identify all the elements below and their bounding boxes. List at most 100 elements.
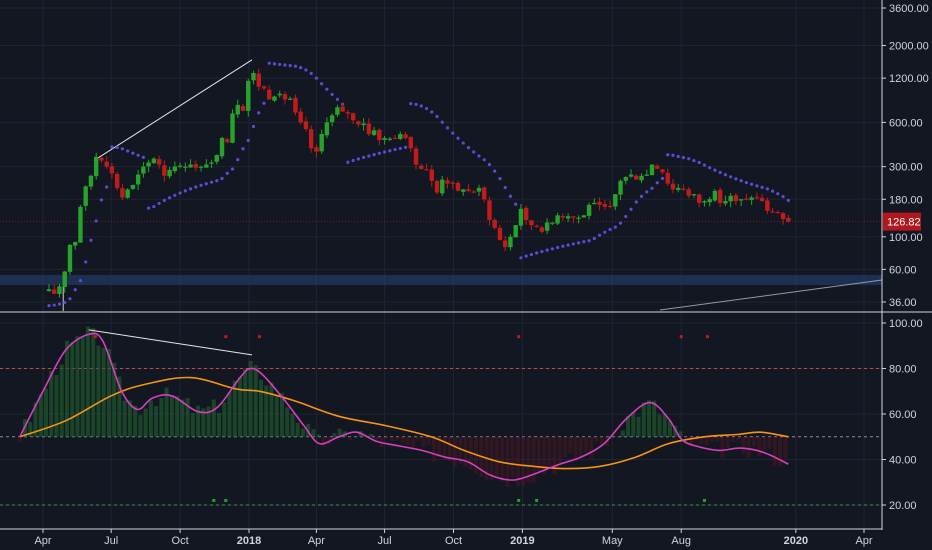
histogram-bar [133,405,138,437]
histogram-bar [332,433,337,437]
sar-dot [786,198,790,202]
histogram-bar [285,407,290,437]
candle-body [544,222,550,231]
sar-dot [136,153,140,157]
sar-dot [230,167,235,171]
sar-dot [692,159,696,163]
histogram-bar [757,436,762,457]
last-price-tag: 126.82 [883,212,921,231]
histogram-bar [290,413,295,437]
candle-body [93,156,99,177]
candle-body [644,174,649,176]
buy-marker [212,498,216,502]
histogram-bar [232,380,237,437]
sar-dot [629,207,633,211]
sar-dot [419,104,423,108]
indicator-histogram [17,326,788,487]
sar-dot [430,110,434,114]
sar-dot [603,230,607,234]
histogram-bar [38,394,43,437]
histogram-bar [164,387,169,437]
histogram-bar [201,408,206,437]
histogram-bar [751,436,756,447]
sar-dot [487,162,492,167]
histogram-bar [169,395,174,437]
candle-body [686,189,691,196]
candle-body [314,147,319,152]
sar-dot [288,64,292,68]
sar-dot [424,106,429,111]
candle-body [308,129,314,149]
histogram-bar [258,379,263,437]
candle-body [204,164,209,168]
candle-body [744,198,749,200]
histogram-bar [720,436,725,459]
histogram-bar [411,436,416,448]
sar-dot [209,180,214,184]
candle-body [602,204,608,207]
histogram-bar [610,435,615,437]
indicator-tick-label: 100.00 [889,318,923,330]
time-axis[interactable]: Apr Jul Oct 2018 Apr Jul Oct 2019 May Aug 2020 Apr [34,529,873,547]
candle-body [487,200,492,221]
candle-body [141,166,146,174]
sar-dot [503,185,507,190]
histogram-bar [704,436,709,446]
indicator-axis[interactable]: 100.00 80.00 60.00 40.00 20.00 [882,318,923,512]
candle-body [613,194,618,207]
sar-dot [152,205,156,209]
sar-dot [718,170,722,175]
sar-dot [660,176,665,181]
sell-marker [679,335,683,339]
candle-body [780,213,786,220]
histogram-bar [557,436,562,464]
candle-body [240,106,246,111]
time-tick-label: 2019 [510,535,534,547]
time-tick-label: 2020 [784,535,808,547]
candle-body [523,207,529,221]
trendline-bottom [659,279,883,311]
histogram-bar [227,392,232,437]
price-axis[interactable]: 3600.00 2000.00 1200.00 600.00 300.00 180.00 1… [882,3,929,309]
sar-dot [141,155,145,159]
sar-dot [393,147,397,152]
histogram-bar [143,408,148,437]
sar-dot [167,196,172,200]
candle-body [272,96,277,101]
candle-body [398,134,403,139]
price-tick-label: 3600.00 [889,3,929,15]
sar-dot [587,239,591,243]
histogram-bar [568,436,573,454]
candle-body [738,199,744,201]
histogram-bar [369,434,374,437]
histogram-bar [80,336,85,437]
candle-body [434,180,440,193]
sar-dot [655,181,659,185]
support-zone [0,221,882,285]
candle-body [277,93,282,96]
sar-dot [362,155,366,160]
indicator-tick-label: 60.00 [889,409,917,421]
sar-dot [493,169,497,173]
sar-dot [367,154,371,158]
histogram-bar [70,342,75,437]
histogram-bar [746,436,751,459]
candle-body [518,208,524,226]
candle-body [235,104,240,115]
histogram-bar [122,400,127,437]
sar-dot [618,221,623,225]
support-zone-band [0,274,882,285]
sar-dot [346,160,350,164]
candle-body [356,121,361,125]
candle-body [482,187,487,200]
histogram-bar [699,436,704,444]
candle-body [576,217,581,219]
candle-body [114,173,120,188]
candle-body [251,73,256,81]
sar-dot [382,150,387,154]
histogram-bar [117,376,122,437]
sar-dot [524,254,528,258]
histogram-bar [64,340,69,437]
sar-dot [178,191,182,195]
